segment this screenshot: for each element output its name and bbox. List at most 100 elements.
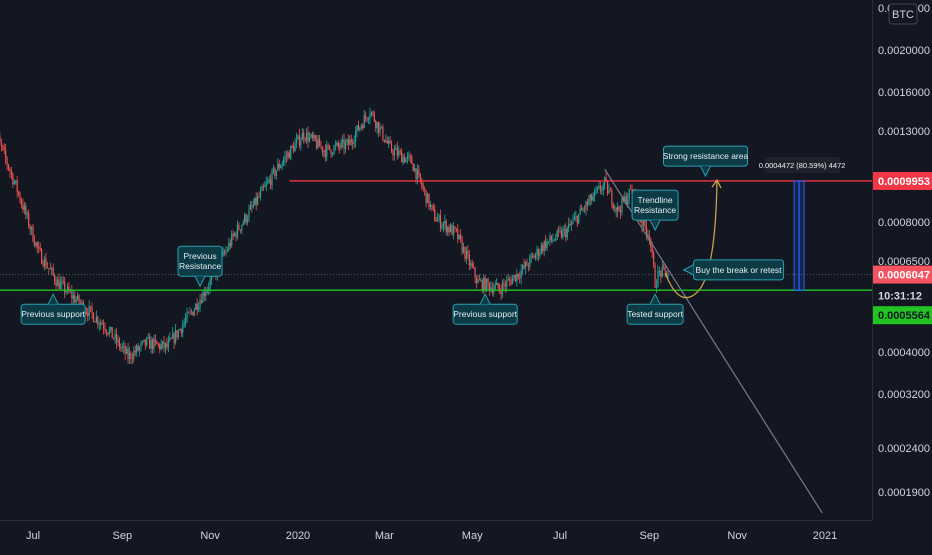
candle-body bbox=[420, 174, 421, 182]
candle-body bbox=[338, 143, 339, 147]
candle-body bbox=[595, 190, 596, 191]
candle-body bbox=[474, 268, 475, 278]
candle-body bbox=[21, 201, 22, 205]
candle-body bbox=[93, 313, 94, 322]
candle-body bbox=[388, 141, 389, 144]
candle-body bbox=[397, 148, 398, 156]
candle-body bbox=[663, 267, 664, 268]
candle-body bbox=[22, 204, 23, 209]
candle-body bbox=[384, 140, 385, 142]
candle-body bbox=[335, 145, 336, 146]
candle-body bbox=[195, 304, 196, 310]
candle-body bbox=[186, 312, 187, 319]
candle-body bbox=[552, 240, 553, 241]
price-tick-label: 0.0002400 bbox=[878, 443, 930, 455]
candle-body bbox=[120, 347, 121, 348]
candle-body bbox=[299, 135, 300, 145]
candle-body bbox=[271, 170, 272, 185]
candle-body bbox=[430, 205, 431, 208]
candle-body bbox=[125, 346, 126, 354]
candle-body bbox=[91, 307, 92, 313]
candle-body bbox=[528, 266, 529, 267]
candle-body bbox=[171, 338, 172, 339]
resistance-price-tag[interactable]: 0.0009953 bbox=[873, 172, 932, 190]
candle-body bbox=[168, 341, 169, 348]
candle-body bbox=[554, 240, 555, 241]
candle-body bbox=[571, 223, 572, 225]
candle-body bbox=[325, 150, 326, 157]
candle-body bbox=[660, 271, 661, 277]
resistance-price-tag-text: 0.0009953 bbox=[878, 176, 930, 188]
time-tick-label: Mar bbox=[375, 530, 394, 542]
price-tick-label: 0.0020000 bbox=[878, 45, 930, 57]
candle-body bbox=[473, 267, 474, 268]
price-range-label[interactable]: 0.0004472 (80.59%) 4472 bbox=[759, 157, 846, 173]
candle-body bbox=[349, 140, 350, 146]
candle-body bbox=[89, 306, 90, 316]
candle-body bbox=[2, 146, 3, 148]
candle-body bbox=[184, 323, 185, 326]
candle-body bbox=[518, 274, 519, 278]
annotation-callout[interactable]: Buy the break or retest bbox=[684, 260, 784, 280]
price-tick-label: 0.0008000 bbox=[878, 217, 930, 229]
candle-body bbox=[127, 349, 128, 359]
candle-body bbox=[270, 179, 271, 185]
candle-body bbox=[66, 292, 67, 293]
candle-body bbox=[146, 338, 147, 346]
candle-body bbox=[584, 209, 585, 210]
candle-body bbox=[536, 249, 537, 255]
support-price-tag[interactable]: 0.0005564 bbox=[873, 306, 932, 324]
candle-body bbox=[538, 249, 539, 256]
candle-body bbox=[395, 148, 396, 150]
candle-body bbox=[578, 214, 579, 223]
candle-body bbox=[61, 281, 62, 282]
candle-body bbox=[27, 213, 28, 214]
candle-body bbox=[508, 279, 509, 280]
candle-body bbox=[34, 241, 35, 245]
candle-body bbox=[526, 262, 527, 266]
candle-body bbox=[372, 112, 373, 113]
candle-body bbox=[616, 207, 617, 211]
candle-body bbox=[500, 291, 501, 294]
candle-body bbox=[614, 207, 615, 208]
candle-body bbox=[407, 156, 408, 158]
candle-body bbox=[570, 224, 571, 225]
candle-body bbox=[541, 245, 542, 252]
candle-body bbox=[251, 206, 252, 207]
candle-body bbox=[408, 156, 409, 157]
candle-body bbox=[153, 339, 154, 350]
candle-body bbox=[322, 147, 323, 152]
candle-body bbox=[283, 160, 284, 164]
candle-body bbox=[210, 280, 211, 288]
candle-body bbox=[580, 208, 581, 213]
candle-body bbox=[398, 151, 399, 155]
candle-body bbox=[290, 146, 291, 158]
candle-body bbox=[630, 189, 631, 190]
candle-body bbox=[225, 251, 226, 254]
candle-body bbox=[561, 231, 562, 238]
current-price-tag[interactable]: 0.0006047 bbox=[873, 266, 932, 284]
candle-body bbox=[603, 184, 604, 190]
candle-body bbox=[401, 152, 402, 163]
candle-body bbox=[424, 189, 425, 191]
candle-body bbox=[659, 271, 660, 272]
bar-countdown-tag-text: 10:31:12 bbox=[878, 291, 922, 303]
candle-body bbox=[17, 181, 18, 192]
candle-body bbox=[178, 330, 179, 337]
candle-body bbox=[284, 156, 285, 159]
candle-body bbox=[156, 341, 157, 344]
candle-body bbox=[485, 278, 486, 291]
candle-body bbox=[166, 343, 167, 347]
bar-countdown-tag[interactable]: 10:31:12 bbox=[873, 287, 932, 305]
candle-body bbox=[440, 215, 441, 228]
candle-body bbox=[653, 252, 654, 265]
currency-label: BTC bbox=[892, 9, 914, 21]
candle-body bbox=[421, 181, 422, 186]
candle-body bbox=[289, 152, 290, 158]
candle-body bbox=[71, 292, 72, 299]
candle-body bbox=[135, 351, 136, 352]
candle-body bbox=[444, 221, 445, 224]
candle-body bbox=[375, 121, 376, 128]
